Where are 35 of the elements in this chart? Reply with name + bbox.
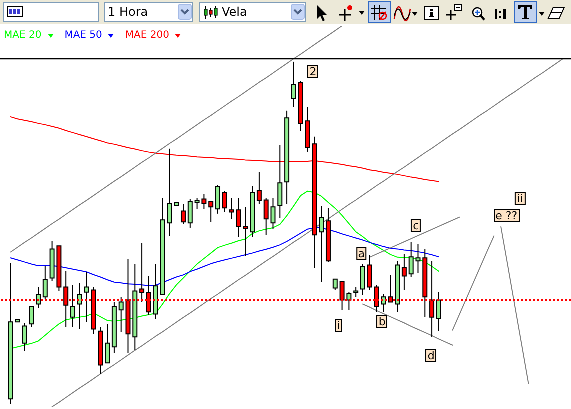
candlestick bbox=[70, 284, 76, 328]
candlestick bbox=[22, 322, 28, 352]
candlestick bbox=[360, 264, 366, 296]
legend-label: MAE 20 bbox=[4, 29, 42, 42]
legend-label: MAE 200 bbox=[125, 29, 170, 42]
annotation: a bbox=[356, 247, 367, 260]
annotation: d bbox=[426, 350, 437, 363]
annotation: i bbox=[335, 319, 342, 332]
candlestick bbox=[188, 198, 193, 228]
candlestick bbox=[222, 190, 228, 213]
candlestick bbox=[216, 184, 221, 214]
dropdown-field: Vela bbox=[199, 2, 306, 22]
candlestick bbox=[42, 265, 48, 300]
candlestick bbox=[367, 254, 372, 291]
candlestick bbox=[256, 172, 262, 205]
candlestick bbox=[332, 278, 338, 291]
annotation: b bbox=[376, 316, 388, 329]
annotation: 2 bbox=[308, 66, 319, 79]
candlestick bbox=[180, 204, 186, 225]
candlestick bbox=[77, 282, 82, 330]
candlestick bbox=[29, 306, 34, 328]
annotation: ii bbox=[515, 192, 526, 206]
annotation: c bbox=[411, 220, 422, 233]
candlestick bbox=[291, 61, 296, 108]
candlestick bbox=[105, 324, 110, 364]
candlestick bbox=[208, 201, 214, 223]
candlestick bbox=[278, 144, 283, 219]
annotation: e ?? bbox=[494, 209, 520, 222]
candlestick bbox=[402, 253, 407, 291]
candlestick bbox=[436, 292, 442, 332]
candlestick bbox=[319, 206, 324, 283]
dropdown-field: 1 Hora bbox=[104, 2, 193, 22]
candlestick bbox=[354, 286, 359, 298]
legend-label: MAE 50 bbox=[64, 29, 102, 42]
candlestick bbox=[243, 206, 248, 257]
